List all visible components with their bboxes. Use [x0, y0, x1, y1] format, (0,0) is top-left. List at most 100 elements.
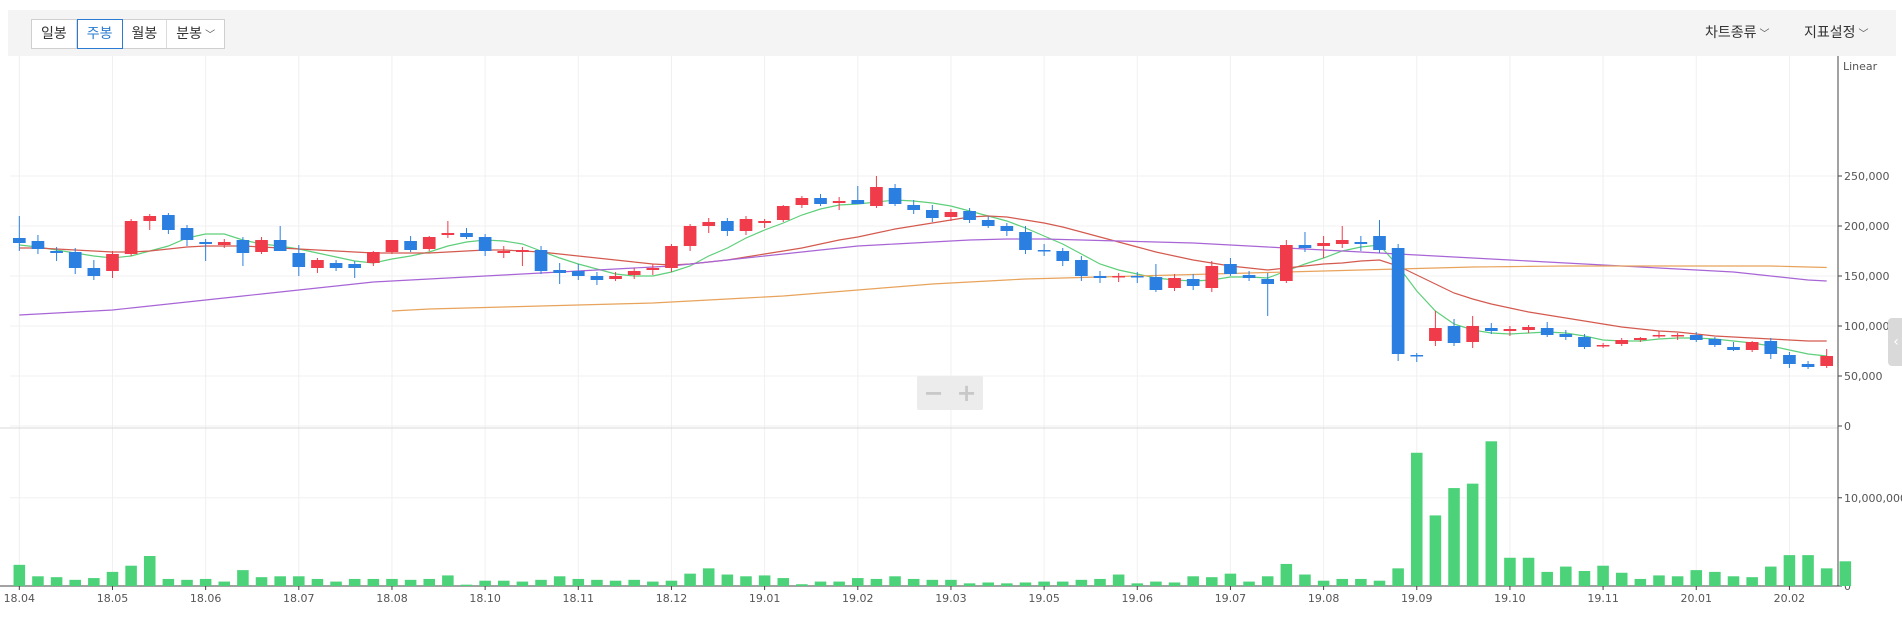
candle-body: [124, 221, 138, 254]
candle-body: [273, 240, 287, 251]
candle-body: [609, 276, 622, 279]
volume-bar: [535, 579, 547, 586]
volume-bar: [982, 582, 994, 586]
candle-body: [851, 200, 865, 204]
candle-body: [739, 219, 753, 231]
candle-body: [1056, 251, 1070, 261]
volume-bar: [870, 578, 883, 586]
volume-bar: [758, 575, 771, 586]
candle-body: [776, 206, 790, 220]
volume-bar: [1429, 515, 1442, 586]
candle-body: [516, 250, 529, 252]
candle-body: [1317, 243, 1330, 246]
volume-bar: [777, 578, 790, 586]
chart-toolbar: 일봉 주봉 월봉 분봉 ﹀ 차트종류 ﹀ 지표설정 ﹀: [8, 10, 1896, 56]
indicator-settings-menu[interactable]: 지표설정 ﹀: [1804, 10, 1869, 56]
volume-bar: [1299, 574, 1311, 586]
candle-body: [1484, 328, 1498, 331]
zoom-out-button[interactable]: −: [923, 379, 944, 407]
candle-body: [553, 270, 566, 273]
candle-body: [1652, 335, 1666, 337]
candle-body: [590, 276, 604, 280]
candle-body: [1783, 355, 1796, 364]
chevron-down-icon: ﹀: [1759, 29, 1770, 40]
candle-body: [1634, 338, 1647, 340]
volume-bar: [907, 578, 920, 586]
candle-body: [12, 238, 26, 243]
volume-bar: [404, 579, 417, 586]
stock-chart[interactable]: Linear 0 50,000 100,000 150,000 200,000 250,00…: [0, 56, 1902, 624]
volume-bar: [1541, 571, 1553, 586]
volume-bar: [1746, 577, 1758, 586]
candle-body: [1261, 279, 1275, 284]
candle-body: [1280, 245, 1293, 281]
volume-bar: [889, 576, 901, 586]
candle-body: [292, 253, 306, 267]
volume-bar: [479, 580, 491, 586]
candle-body: [1559, 334, 1573, 337]
volume-bar: [1522, 557, 1535, 586]
candle-body: [497, 251, 511, 253]
candle-body: [1075, 260, 1088, 276]
date-tick-label: 18.04: [4, 592, 36, 605]
period-selector: 일봉 주봉 월봉 분봉 ﹀: [31, 19, 226, 49]
price-tick-label: 50,000: [1844, 370, 1883, 383]
volume-bar: [591, 579, 603, 586]
volume-bar: [330, 581, 342, 586]
date-tick-label: 20.01: [1681, 592, 1713, 605]
candle-body: [1410, 355, 1424, 357]
volume-bar: [1653, 575, 1665, 586]
volume-bar: [1634, 578, 1647, 586]
date-tick-label: 18.12: [656, 592, 688, 605]
candle-body: [217, 242, 231, 245]
volume-bar: [125, 565, 137, 586]
volume-bar: [553, 576, 566, 586]
volume-bar: [1709, 571, 1721, 586]
volume-bar: [1578, 571, 1591, 586]
candle-body: [106, 254, 119, 271]
candle-body: [1112, 276, 1125, 278]
period-month-button[interactable]: 월봉: [123, 20, 168, 48]
date-tick-label: 19.06: [1122, 592, 1154, 605]
side-panel-toggle[interactable]: ‹: [1888, 318, 1902, 366]
chevron-down-icon: ﹀: [205, 30, 216, 41]
candle-body: [311, 260, 324, 268]
price-tick-label: 150,000: [1844, 270, 1890, 283]
chevron-left-icon: ‹: [1893, 334, 1899, 350]
volume-bar: [181, 579, 193, 586]
volume-bar: [628, 579, 640, 586]
candle-body: [1335, 240, 1349, 244]
moving-average-line: [19, 215, 1827, 342]
candle-body: [646, 268, 660, 270]
volume-bar: [1727, 576, 1740, 586]
volume-bar: [963, 583, 976, 586]
date-tick-label: 18.11: [563, 592, 595, 605]
volume-bar: [1336, 578, 1349, 586]
candle-body: [1224, 264, 1237, 274]
period-week-button[interactable]: 주봉: [76, 19, 123, 49]
date-tick-label: 18.10: [469, 592, 501, 605]
period-day-button[interactable]: 일봉: [32, 20, 77, 48]
period-minute-button[interactable]: 분봉 ﹀: [167, 20, 224, 48]
chart-type-label: 차트종류: [1705, 25, 1757, 41]
candle-body: [478, 237, 492, 251]
price-tick-label: 200,000: [1844, 220, 1890, 233]
zoom-in-button[interactable]: +: [956, 379, 977, 407]
candle-body: [981, 220, 995, 226]
date-tick-label: 19.01: [749, 592, 781, 605]
volume-bar: [1560, 566, 1572, 586]
volume-bar: [1224, 573, 1237, 586]
volume-bar: [199, 578, 212, 586]
volume-tick-label: 10,000,000: [1844, 492, 1902, 505]
candle-body: [31, 241, 45, 249]
candle-body: [1186, 279, 1200, 286]
candle-body: [1596, 345, 1610, 347]
chart-type-menu[interactable]: 차트종류 ﹀: [1705, 10, 1770, 56]
candle-body: [1298, 245, 1312, 248]
moving-average-line: [391, 265, 1827, 312]
candle-body: [143, 216, 157, 221]
price-tick-label: 250,000: [1844, 170, 1890, 183]
volume-bar: [1355, 578, 1367, 586]
volume-bar: [293, 576, 305, 586]
candle-body: [832, 201, 846, 203]
